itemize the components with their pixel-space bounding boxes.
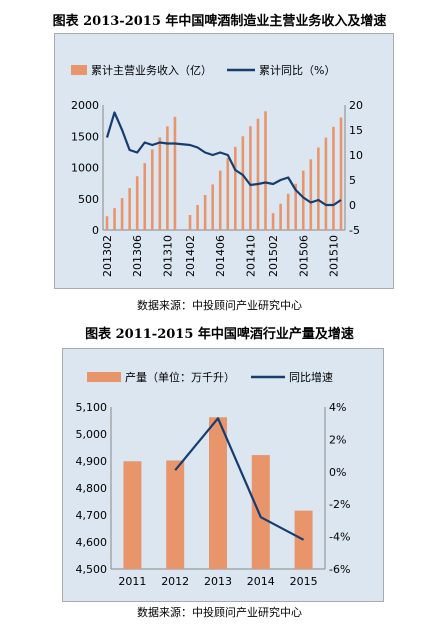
legend-bar-swatch [71,65,87,75]
growth-line [105,111,342,207]
revenue-bar [120,198,124,230]
y-left-tick-label: 5,100 [76,401,108,414]
revenue-bar [211,184,214,230]
x-tick-label: 201310 [161,235,174,277]
x-tick-label: 201306 [131,235,144,277]
chart2-plot: 产量（单位：万千升） 同比增速 4,500 4,600 4,700 4,800 4,900 5… [76,370,351,588]
revenue-bar [324,137,328,230]
revenue-bar [203,195,207,230]
revenue-bar [105,216,109,230]
y-left-tick-label: 0 [92,224,99,237]
chart1-plot: 累计主营业务收入（亿） 累计同比（%） 0 500 1000 1500 2000 -5 0 5 10… [71,63,363,277]
y-right-tick-label: 5 [349,174,356,187]
y-left-tick-label: 4,900 [76,455,108,468]
y-right-tick-label: 0% [329,466,346,479]
revenue-bar [158,137,162,230]
legend-bar-swatch [87,372,121,382]
y-right-tick-label: 15 [349,124,363,137]
revenue-bar [264,111,267,230]
x-tick-label: 2012 [161,575,189,588]
y-left-tick-label: 5,000 [76,428,108,441]
revenue-bar [317,147,320,230]
y-left-tick-label: 4,500 [76,563,108,576]
y-right-tick-label: -5 [349,224,360,237]
y-left-tick-label: 1000 [71,162,99,175]
revenue-bar [309,159,313,230]
revenue-bar [188,215,192,230]
production-bar [251,455,270,569]
y-right-tick-label: 20 [349,99,363,112]
revenue-bar [218,170,222,230]
revenue-bar [271,213,275,230]
revenue-bar [256,118,260,230]
growth-line [174,417,305,541]
x-tick-label: 2013 [204,575,232,588]
y-right-tick-label: -4% [329,531,350,544]
revenue-bar [196,205,199,230]
x-tick-label: 2014 [247,575,275,588]
x-tick-label: 2011 [118,575,146,588]
x-tick-label: 2015 [290,575,318,588]
x-tick-label: 201410 [244,235,257,277]
y-right-tick-label: -2% [329,498,350,511]
chart2-source: 数据来源：中投顾问产业研究中心 [137,606,302,619]
legend-bar-label: 累计主营业务收入（亿） [91,63,212,77]
revenue-bar [241,136,245,230]
revenue-bar [143,163,147,230]
production-bar [209,417,227,569]
y-right-tick-label: 0 [349,199,356,212]
revenue-bar [226,158,230,230]
revenue-bar [128,188,131,230]
chart2-panel: 产量（单位：万千升） 同比增速 4,500 4,600 4,700 4,800 4,900 5… [62,348,384,602]
legend-line-label: 同比增速 [289,370,333,384]
revenue-bar [135,176,139,230]
revenue-bar [113,208,116,230]
production-bar [123,461,142,569]
revenue-bar [173,116,177,230]
y-left-tick-label: 500 [78,193,99,206]
production-bar [166,460,185,569]
revenue-bar [150,149,154,230]
y-left-tick-label: 4,700 [76,509,108,522]
revenue-bar [279,203,282,230]
y-right-tick-label: 10 [349,149,363,162]
revenue-bar [339,117,343,230]
revenue-bar [294,183,298,230]
revenue-bar [249,126,252,230]
y-right-tick-label: 4% [329,401,346,414]
chart1-source: 数据来源：中投顾问产业研究中心 [137,299,302,312]
y-left-tick-label: 1500 [71,130,99,143]
legend-line-label: 累计同比（%） [259,64,335,77]
revenue-bar [166,126,169,230]
y-left-tick-label: 4,600 [76,536,108,549]
revenue-bar [332,126,335,230]
x-tick-label: 201510 [327,235,340,277]
x-tick-label: 201402 [184,235,197,277]
y-right-tick-label: 2% [329,433,346,446]
y-left-tick-label: 4,800 [76,482,108,495]
revenue-bar [234,146,237,230]
chart2-title: 图表 2011-2015 年中国啤酒行业产量及增速 [85,327,354,342]
production-bar [294,510,313,569]
x-tick-label: 201406 [214,235,227,277]
chart1-title: 图表 2013-2015 年中国啤酒制造业主营业务收入及增速 [52,14,387,29]
revenue-bar [286,193,290,230]
x-tick-label: 201506 [297,235,310,277]
y-left-tick-label: 2000 [71,99,99,112]
legend-bar-label: 产量（单位：万千升） [125,370,235,384]
y-right-tick-label: -6% [329,563,350,576]
chart1-panel: 累计主营业务收入（亿） 累计同比（%） 0 500 1000 1500 2000 -5 0 5 10… [54,33,394,289]
x-tick-label: 201302 [101,235,114,277]
revenue-bar [301,170,305,230]
x-tick-label: 201502 [267,235,280,277]
